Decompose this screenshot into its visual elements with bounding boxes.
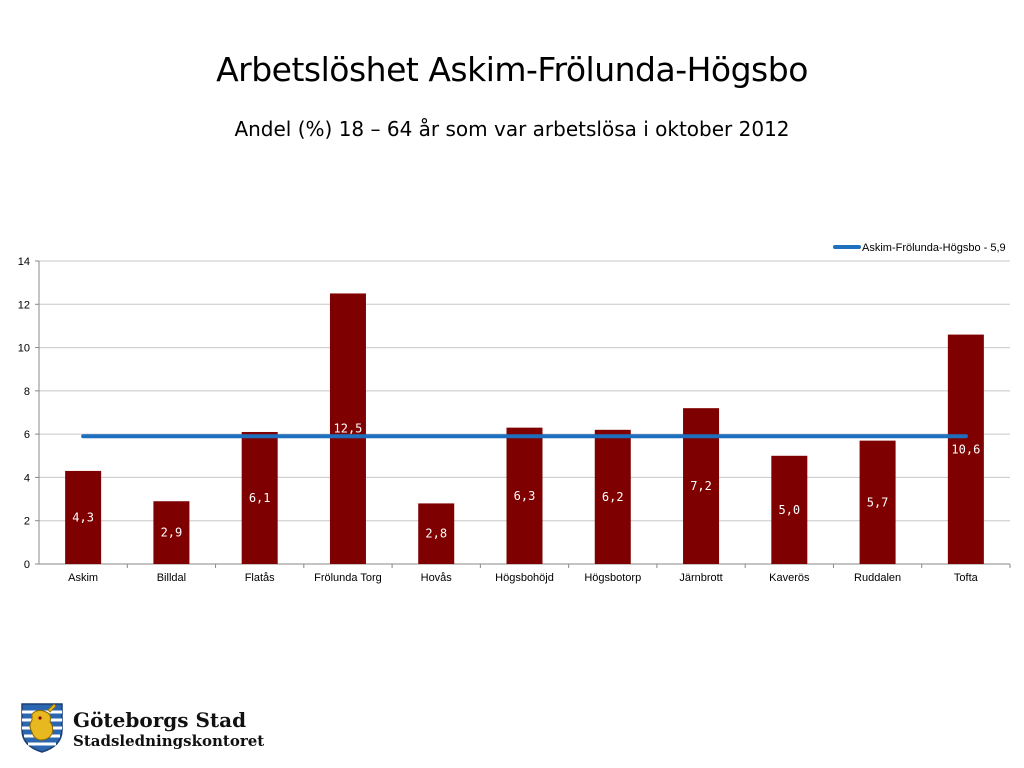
category-label: Högsbohöjd (495, 572, 554, 584)
organization-name: Göteborgs Stad (73, 708, 247, 732)
data-label: 2,9 (161, 526, 183, 540)
department-name: Stadsledningskontoret (73, 732, 265, 750)
data-label: 4,3 (72, 510, 94, 524)
data-label: 6,2 (602, 490, 624, 504)
y-tick-label: 8 (24, 386, 30, 398)
data-label: 6,3 (514, 489, 536, 503)
category-label: Ruddalen (854, 572, 901, 584)
bar (65, 470, 102, 564)
bar (594, 429, 631, 564)
y-tick-label: 4 (24, 472, 30, 484)
bar (153, 501, 190, 564)
bar (947, 334, 984, 564)
data-label: 10,6 (951, 442, 980, 456)
category-label: Hovås (421, 572, 453, 584)
y-tick-label: 12 (18, 299, 30, 311)
data-label: 5,7 (867, 495, 889, 509)
bar (683, 408, 720, 564)
bar (418, 503, 455, 564)
data-label: 5,0 (778, 503, 800, 517)
city-crest-lion-icon (21, 703, 63, 753)
category-label: Billdal (157, 572, 186, 584)
slide-subtitle: Andel (%) 18 – 64 år som var arbetslösa … (234, 117, 790, 141)
bar-chart: 0 2 4 6 8 10 12 14 4,3 Askim 2,9 Billdal 6,1 Flatås 12… (18, 242, 1011, 584)
organization-logo: Göteborgs Stad Stadsledningskontoret (18, 698, 264, 758)
category-label: Järnbrott (679, 572, 722, 584)
legend-label: Askim-Frölunda-Högsbo - 5,9 (862, 242, 1006, 254)
category-label: Askim (68, 572, 98, 584)
category-label: Tofta (954, 572, 979, 584)
data-label: 7,2 (690, 479, 712, 493)
y-tick-label: 2 (24, 516, 30, 528)
y-tick-label: 0 (24, 559, 30, 571)
category-label: Flatås (245, 572, 275, 584)
bar (859, 440, 896, 564)
data-label: 12,5 (334, 422, 363, 436)
category-label: Frölunda Torg (314, 572, 382, 584)
slide-title: Arbetslöshet Askim-Frölunda-Högsbo (216, 50, 808, 89)
bar (329, 293, 366, 564)
y-tick-label: 10 (18, 343, 30, 355)
data-label: 2,8 (425, 527, 447, 541)
bar (506, 427, 543, 564)
category-label: Högsbotorp (584, 572, 641, 584)
category-label: Kaverös (769, 572, 810, 584)
y-tick-label: 6 (24, 429, 30, 441)
y-tick-label: 14 (18, 256, 30, 268)
data-label: 6,1 (249, 491, 271, 505)
bar (771, 455, 808, 564)
bar (241, 431, 278, 564)
